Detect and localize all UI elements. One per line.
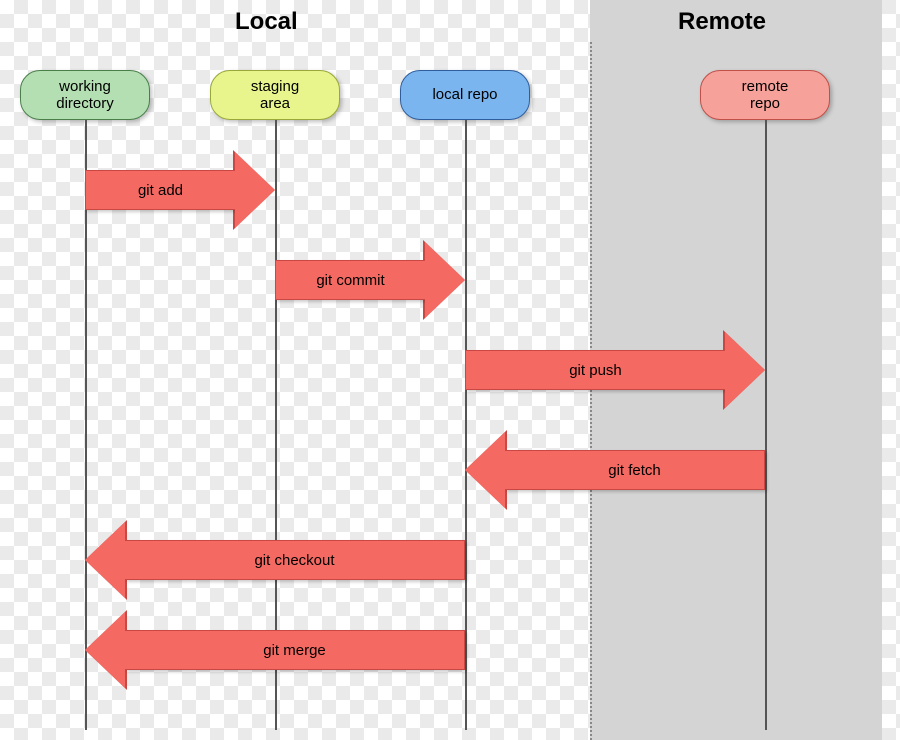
arrow-commit: git commit xyxy=(275,260,425,300)
arrow-merge: git merge xyxy=(125,630,465,670)
section-header-local: Local xyxy=(235,8,298,36)
arrow-head-fetch xyxy=(465,432,505,508)
arrow-label-add: git add xyxy=(86,182,235,199)
arrow-add: git add xyxy=(85,170,235,210)
node-working-directory: workingdirectory xyxy=(20,70,150,120)
arrow-label-merge: git merge xyxy=(125,642,464,659)
lifeline-remoterepo xyxy=(765,120,767,730)
node-local-repo: local repo xyxy=(400,70,530,120)
diagram-canvas: Local Remote workingdirectory stagingare… xyxy=(0,0,900,740)
arrow-head-push xyxy=(725,332,765,408)
arrow-label-push: git push xyxy=(466,362,725,379)
arrow-head-commit xyxy=(425,242,465,318)
arrow-checkout: git checkout xyxy=(125,540,465,580)
node-staging-area: stagingarea xyxy=(210,70,340,120)
arrow-label-commit: git commit xyxy=(276,272,425,289)
local-remote-divider xyxy=(590,42,592,740)
arrow-head-merge xyxy=(85,612,125,688)
arrow-label-checkout: git checkout xyxy=(125,552,464,569)
arrow-head-checkout xyxy=(85,522,125,598)
arrow-head-add xyxy=(235,152,275,228)
arrow-fetch: git fetch xyxy=(505,450,765,490)
arrow-label-fetch: git fetch xyxy=(505,462,764,479)
lifeline-localrepo xyxy=(465,120,467,730)
node-remote-repo: remoterepo xyxy=(700,70,830,120)
section-header-remote: Remote xyxy=(678,8,766,36)
arrow-push: git push xyxy=(465,350,725,390)
